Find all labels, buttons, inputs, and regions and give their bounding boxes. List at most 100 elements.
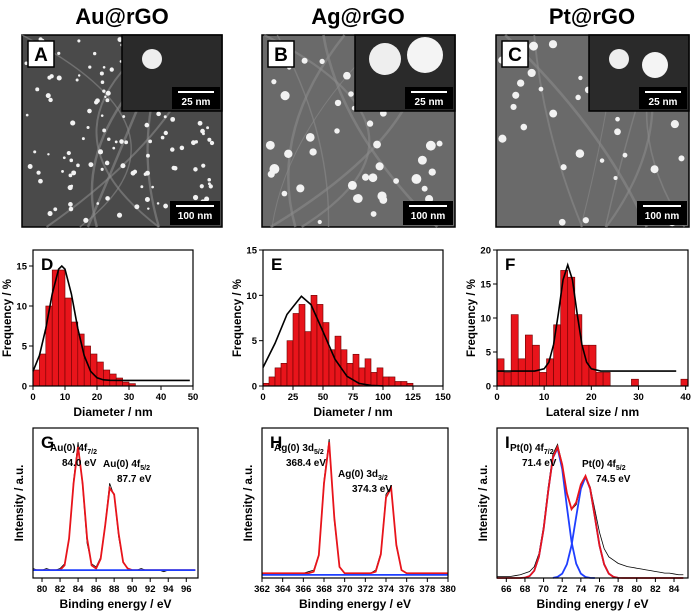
- nanoparticle: [305, 133, 315, 142]
- nanoparticle: [163, 130, 168, 136]
- nanoparticle: [529, 41, 538, 51]
- nanoparticle: [35, 87, 40, 92]
- histogram-bar: [524, 334, 533, 387]
- nanoparticle: [105, 90, 111, 96]
- nanoparticle: [549, 109, 558, 118]
- nanoparticle: [370, 211, 377, 217]
- x-tick-label: 74: [576, 584, 587, 595]
- nanoparticle: [53, 207, 58, 212]
- nanoparticle: [520, 123, 528, 131]
- nanoparticle: [622, 152, 628, 158]
- nanoparticle: [538, 86, 544, 92]
- nanoparticle: [93, 51, 97, 56]
- nanoparticle: [100, 80, 105, 84]
- nanoparticle: [613, 176, 618, 181]
- histogram-bar: [370, 372, 378, 387]
- inset-particle: [609, 49, 629, 69]
- nanoparticle: [116, 212, 123, 218]
- nanoparticle: [76, 163, 80, 168]
- histogram-bar: [39, 353, 47, 387]
- nanoparticle: [71, 170, 77, 176]
- nanoparticle: [96, 202, 100, 205]
- nanoparticle: [199, 184, 204, 189]
- nanoparticle: [47, 211, 53, 217]
- nanoparticle: [69, 158, 74, 163]
- nanoparticle: [560, 164, 567, 171]
- nanoparticle: [163, 115, 167, 119]
- nanoparticle: [191, 140, 196, 146]
- nanoparticle: [163, 203, 169, 209]
- nanoparticle: [148, 139, 153, 144]
- nanoparticle: [578, 75, 583, 81]
- panel-letter-box: [267, 40, 295, 68]
- y-axis-label: Intensity / a.u.: [14, 465, 26, 542]
- panel-letter: H: [270, 433, 282, 452]
- nanoparticle: [200, 128, 205, 134]
- y-tick-label: 5: [486, 348, 492, 359]
- peak-energy: 374.3 eV: [352, 484, 392, 495]
- histogram-bar: [400, 381, 408, 387]
- histogram-bar: [364, 358, 372, 387]
- inset-scale-label: 25 nm: [415, 97, 444, 108]
- peak-label-text: Ag(0) 3d: [274, 443, 314, 454]
- nanoparticle: [317, 219, 322, 225]
- x-tick-label: 80: [37, 584, 48, 595]
- histogram-bar: [304, 331, 312, 387]
- nanoparticle: [334, 99, 342, 107]
- nanoparticle: [192, 194, 199, 201]
- panel-letter: B: [274, 45, 288, 66]
- nanoparticle: [421, 185, 428, 192]
- histogram-bar: [45, 305, 53, 387]
- peak-label: Au(0) 4f7/2: [50, 443, 97, 456]
- nanoparticle: [411, 174, 422, 184]
- histogram-bar: [602, 372, 611, 387]
- plot-frame: [261, 427, 449, 579]
- x-tick-label: 0: [30, 392, 35, 403]
- nanoparticle: [650, 165, 659, 174]
- nanoparticle: [678, 155, 685, 162]
- nanoparticle: [179, 145, 185, 151]
- y-tick-label: 5: [252, 336, 258, 347]
- nanoparticle: [120, 163, 126, 169]
- nanoparticle: [86, 125, 90, 130]
- x-tick-label: 40: [156, 392, 167, 403]
- nanoparticle: [348, 91, 354, 97]
- nanoparticle: [173, 166, 178, 171]
- nanoparticle: [170, 116, 176, 122]
- x-tick-label: 362: [254, 584, 270, 595]
- x-tick-label: 370: [337, 584, 353, 595]
- nanoparticle: [68, 206, 74, 212]
- peak-label: Au(0) 4f5/2: [103, 459, 150, 472]
- x-tick-label: 70: [538, 584, 549, 595]
- nanoparticle: [119, 139, 124, 144]
- histogram-bar: [539, 372, 547, 387]
- x-tick-label: 20: [92, 392, 103, 403]
- nanoparticle: [97, 149, 104, 155]
- histogram-bar: [64, 297, 72, 387]
- nanoparticle: [100, 167, 104, 171]
- histogram-bar: [382, 376, 390, 387]
- histogram-bar: [280, 363, 288, 387]
- nanoparticle: [109, 67, 114, 72]
- nanoparticle: [77, 39, 81, 43]
- histogram-bar: [496, 358, 505, 387]
- peak-label-subscript: 3/2: [378, 475, 388, 482]
- nanoparticle: [124, 140, 129, 145]
- nanoparticle: [209, 140, 215, 146]
- nanoparticle: [27, 164, 33, 169]
- nanoparticle: [66, 151, 71, 156]
- nanoparticle: [87, 108, 92, 114]
- panel-letter-box: [27, 40, 55, 68]
- histogram-bar: [346, 363, 354, 387]
- histogram-bar: [298, 304, 306, 387]
- x-tick-label: 100: [375, 392, 391, 403]
- x-tick-label: 30: [124, 392, 135, 403]
- nanoparticle: [62, 156, 66, 160]
- plot-frame: [32, 249, 194, 387]
- panel-letter: I: [505, 433, 510, 452]
- nanoparticle: [319, 58, 325, 64]
- x-tick-label: 84: [669, 584, 680, 595]
- nanoparticle: [615, 116, 620, 122]
- column-title: Pt@rGO: [549, 4, 635, 29]
- y-tick-label: 10: [246, 291, 257, 302]
